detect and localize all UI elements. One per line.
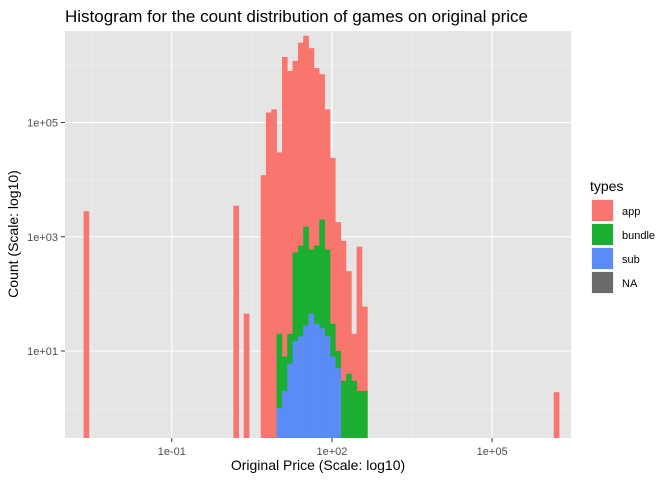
bar-app bbox=[83, 211, 90, 438]
x-axis-ticks: 1e-01 1e+02 1e+05 bbox=[158, 438, 508, 458]
bar-app bbox=[260, 175, 267, 438]
x-tick-label: 1e+05 bbox=[477, 446, 508, 458]
bar-bundle bbox=[362, 390, 368, 438]
bar-sub bbox=[319, 328, 325, 438]
legend-label-sub: sub bbox=[622, 254, 640, 266]
bar-sub bbox=[297, 336, 304, 438]
legend-swatch-bundle bbox=[592, 224, 613, 245]
y-tick-label: 1e+03 bbox=[27, 232, 58, 244]
legend: types app bundle sub NA bbox=[590, 178, 655, 294]
bar-app bbox=[308, 48, 315, 438]
bar-sub bbox=[281, 390, 288, 438]
y-tick-label: 1e+05 bbox=[27, 118, 58, 130]
bar-app bbox=[287, 70, 293, 439]
bar-bundle bbox=[356, 390, 363, 438]
bar-app bbox=[362, 306, 368, 438]
bar-sub bbox=[324, 336, 331, 438]
bar-app bbox=[329, 157, 336, 439]
bar-sub bbox=[303, 325, 309, 438]
y-axis-ticks: 1e+01 1e+03 1e+05 bbox=[27, 118, 65, 358]
bar-app bbox=[340, 240, 347, 438]
bar-app bbox=[335, 222, 342, 438]
bar-app bbox=[292, 60, 299, 439]
bar-app bbox=[265, 112, 272, 439]
bar-app bbox=[297, 42, 304, 438]
bar-app bbox=[271, 109, 277, 438]
y-axis-title: Count (Scale: log10) bbox=[5, 170, 21, 298]
legend-swatch-app bbox=[592, 200, 613, 221]
bar-app bbox=[356, 246, 363, 438]
bar-app bbox=[346, 271, 352, 438]
legend-title: types bbox=[590, 178, 623, 194]
bar-sub bbox=[308, 313, 315, 438]
bar-app bbox=[553, 392, 560, 438]
bar-app bbox=[233, 205, 240, 438]
legend-swatch-sub bbox=[592, 248, 613, 269]
bar-bundle bbox=[340, 380, 347, 438]
chart-title: Histogram for the count distribution of … bbox=[65, 7, 528, 26]
bar-sub bbox=[287, 363, 293, 438]
x-tick-label: 1e+02 bbox=[317, 446, 348, 458]
bar-sub bbox=[335, 368, 342, 438]
legend-label-na: NA bbox=[622, 278, 638, 290]
legend-label-bundle: bundle bbox=[622, 230, 655, 242]
legend-label-app: app bbox=[622, 206, 640, 218]
bar-sub bbox=[313, 323, 320, 438]
bar-bundle bbox=[346, 373, 352, 438]
bar-sub bbox=[276, 408, 283, 438]
bar-app bbox=[243, 313, 250, 438]
x-axis-title: Original Price (Scale: log10) bbox=[231, 457, 405, 473]
x-tick-label: 1e-01 bbox=[158, 446, 186, 458]
bar-app bbox=[276, 152, 283, 438]
bar-app bbox=[281, 57, 288, 438]
legend-swatch-na bbox=[592, 272, 613, 293]
bar-bundle bbox=[351, 380, 358, 438]
histogram-bars bbox=[83, 35, 560, 439]
bar-sub bbox=[329, 356, 336, 438]
bar-bundle bbox=[276, 333, 283, 438]
bar-sub bbox=[292, 340, 299, 438]
y-tick-label: 1e+01 bbox=[27, 346, 58, 358]
